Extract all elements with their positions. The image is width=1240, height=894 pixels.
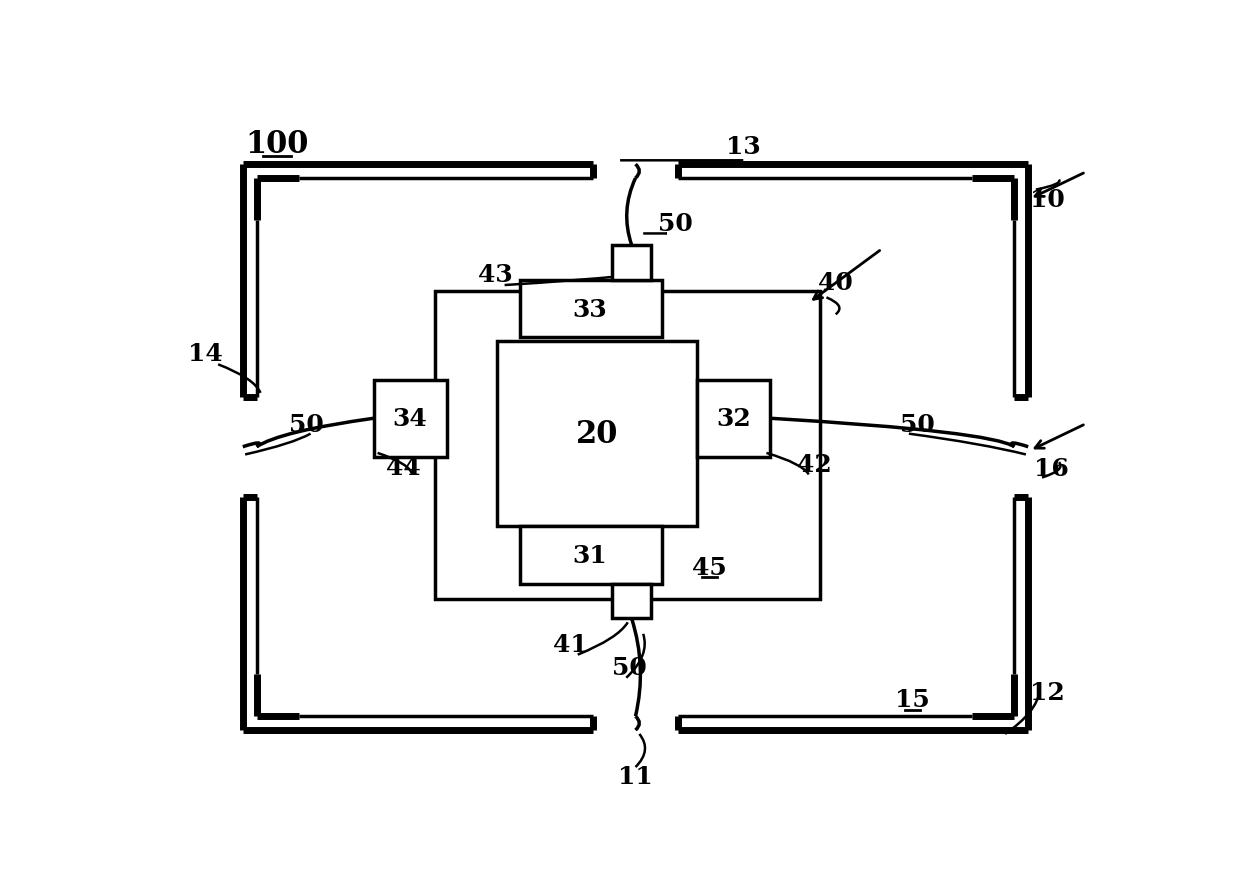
Text: 41: 41 — [553, 632, 588, 656]
Text: 15: 15 — [895, 687, 930, 712]
Text: 50: 50 — [900, 412, 935, 436]
Text: 43: 43 — [477, 263, 512, 287]
Text: 31: 31 — [572, 544, 606, 568]
Text: 33: 33 — [572, 298, 606, 322]
Text: 44: 44 — [386, 455, 420, 479]
Text: 13: 13 — [725, 135, 760, 159]
Text: 16: 16 — [1034, 457, 1069, 481]
Text: 20: 20 — [575, 418, 619, 450]
Bar — [613, 584, 651, 619]
Text: 50: 50 — [613, 655, 647, 679]
Text: 40: 40 — [818, 271, 853, 295]
Text: 34: 34 — [393, 407, 428, 431]
Bar — [697, 380, 770, 457]
Bar — [435, 291, 821, 600]
Text: 42: 42 — [797, 453, 832, 477]
Text: 100: 100 — [246, 129, 309, 160]
Bar — [373, 380, 446, 457]
Bar — [520, 281, 662, 338]
Text: 45: 45 — [692, 555, 727, 579]
Bar — [497, 342, 697, 527]
Text: 50: 50 — [289, 412, 324, 436]
Text: 10: 10 — [1030, 188, 1065, 212]
Text: 14: 14 — [188, 342, 223, 366]
Bar — [520, 527, 662, 584]
Text: 50: 50 — [658, 212, 693, 236]
Text: 12: 12 — [1030, 679, 1065, 704]
Bar — [613, 246, 651, 281]
Text: 11: 11 — [618, 764, 653, 789]
Text: 32: 32 — [715, 407, 750, 431]
